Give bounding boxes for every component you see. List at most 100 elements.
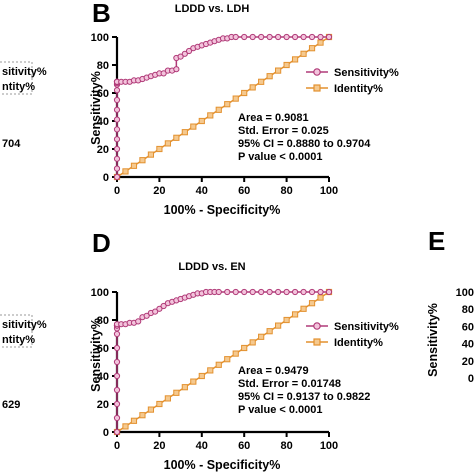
data-point: [241, 33, 248, 41]
data-point: [164, 395, 171, 402]
data-point: [139, 157, 146, 164]
y-tick-label: 100: [91, 32, 109, 44]
x-tick-label: 100: [320, 440, 338, 452]
right-fragment-tick-label: 80: [462, 304, 474, 316]
data-point: [113, 386, 121, 394]
data-point: [275, 33, 282, 41]
data-point: [113, 400, 121, 408]
y-tick-label: 80: [97, 60, 109, 72]
data-point: [139, 412, 146, 419]
data-point: [258, 288, 265, 296]
panel-d: D LDDD vs. EN Sensitivity% 100% - Specif…: [89, 228, 399, 472]
x-tick-label: 0: [114, 185, 120, 197]
stats-annotation: Area = 0.9081 Std. Error = 0.025 95% CI …: [238, 112, 371, 163]
data-point: [135, 318, 142, 325]
y-tick-label: 60: [97, 343, 109, 355]
data-point: [113, 358, 121, 366]
data-point: [258, 78, 265, 85]
x-tick-label: 100: [320, 185, 338, 197]
y-tick-label: 40: [97, 371, 109, 383]
data-point: [283, 61, 290, 69]
data-point: [181, 384, 188, 391]
y-axis-label: Sensitivity%: [89, 71, 103, 145]
y-tick-label: 80: [97, 315, 109, 327]
data-point: [275, 288, 282, 296]
x-tick-label: 40: [196, 185, 208, 197]
data-point: [241, 89, 248, 97]
data-point: [325, 288, 333, 296]
data-point: [249, 84, 256, 91]
right-fragment-tick-label: 20: [462, 356, 474, 368]
data-point: [275, 67, 282, 74]
data-point: [283, 288, 290, 296]
data-point: [113, 145, 121, 153]
data-point: [181, 50, 188, 57]
stat-line: P value < 0.0001: [238, 151, 323, 163]
data-point: [266, 33, 273, 41]
data-point: [113, 87, 121, 94]
x-tick-label: 60: [238, 185, 250, 197]
right-fragment: E Sensitivity% 100 80 60 40 20 0: [426, 226, 474, 385]
data-point: [113, 116, 121, 123]
data-point: [232, 350, 239, 357]
data-point: [173, 134, 180, 141]
right-fragment-tick-label: 100: [456, 287, 474, 299]
data-point: [190, 123, 197, 130]
data-point: [325, 33, 333, 41]
data-point: [160, 302, 167, 310]
y-tick-label: 20: [97, 144, 109, 156]
legend-marker-identity: [313, 338, 321, 346]
data-point: [300, 50, 307, 57]
left-fragment-legend-box: [0, 314, 33, 348]
data-point: [113, 106, 121, 113]
data-point: [258, 33, 265, 41]
data-point: [147, 151, 155, 158]
panel-letter-e: E: [428, 226, 445, 256]
y-tick-label: 20: [97, 399, 109, 411]
legend-label-sensitivity: Sensitivity%: [334, 67, 399, 79]
legend-label-identity: Identity%: [334, 83, 383, 95]
panel-b: B LDDD vs. LDH Sensitivity% 100% - Speci…: [89, 0, 399, 217]
right-fragment-tick-label: 0: [468, 373, 474, 385]
data-point: [224, 356, 231, 363]
data-point: [156, 145, 163, 153]
data-point: [185, 47, 193, 55]
data-point: [173, 389, 180, 396]
data-point: [258, 333, 265, 340]
stat-line: 95% CI = 0.8880 to 0.9704: [238, 138, 371, 150]
data-point: [198, 372, 205, 380]
data-point: [156, 400, 163, 408]
data-point: [113, 126, 121, 133]
data-point: [113, 330, 121, 338]
data-point: [122, 423, 129, 430]
x-tick-label: 20: [153, 440, 165, 452]
left-fragment-text: sitivity%: [2, 319, 47, 331]
data-point: [308, 33, 316, 41]
data-point: [113, 344, 121, 352]
chart-title: LDDD vs. LDH: [175, 3, 250, 15]
legend: Sensitivity% Identity%: [306, 67, 399, 95]
y-tick-label: 40: [97, 116, 109, 128]
data-point: [266, 73, 273, 80]
data-point: [317, 288, 324, 296]
data-point: [308, 288, 316, 296]
panel-letter-d: D: [92, 228, 111, 258]
data-point: [300, 288, 307, 296]
data-point: [215, 288, 222, 296]
data-point: [130, 417, 138, 424]
data-point: [207, 367, 214, 374]
left-fragment-text: ntity%: [2, 334, 35, 346]
x-axis-label: 100% - Specificity%: [164, 458, 281, 472]
right-fragment-ylabel: Sensitivity%: [426, 303, 440, 377]
stat-line: 95% CI = 0.9137 to 0.9822: [238, 391, 370, 403]
legend-marker-sensitivity: [313, 68, 321, 76]
data-point: [130, 162, 138, 169]
y-tick-label: 100: [91, 287, 109, 299]
data-point: [156, 305, 163, 312]
data-point: [300, 305, 307, 312]
x-tick-label: 40: [196, 440, 208, 452]
data-point: [291, 288, 299, 296]
left-fragment-legend-box: [0, 61, 33, 95]
chart-title: LDDD vs. EN: [178, 261, 245, 273]
